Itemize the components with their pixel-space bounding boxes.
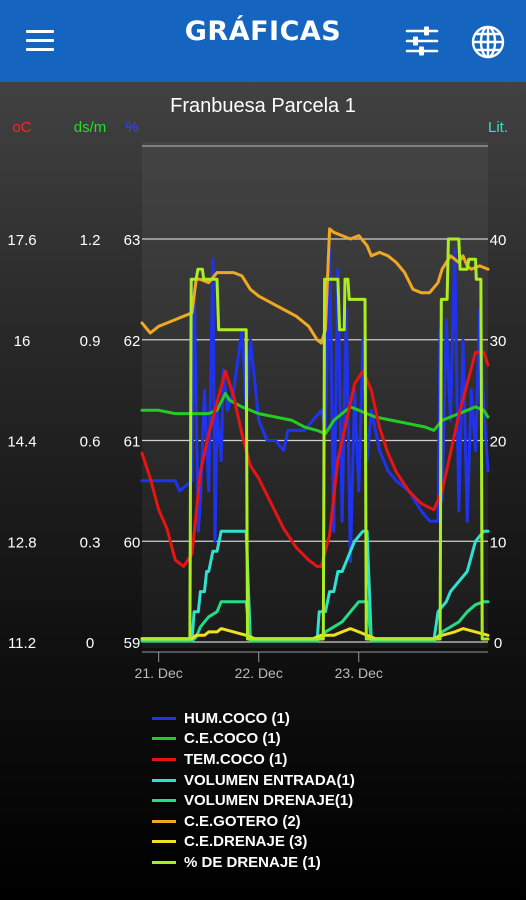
chart-title: Franbuesa Parcela 1 <box>170 95 356 117</box>
legend-swatch <box>152 778 176 782</box>
legend-item[interactable]: C.E.GOTERO (2) <box>152 811 355 832</box>
y-tick-label-ce: 0.6 <box>80 434 101 451</box>
y-tick-label-temp: 14.4 <box>7 434 36 451</box>
y-tick-label-hum: 59 <box>124 635 141 652</box>
series-line-3 <box>140 529 490 643</box>
series-line-2 <box>140 350 490 568</box>
legend-swatch <box>152 819 176 823</box>
legend-swatch <box>152 757 176 761</box>
legend-label: % DE DRENAJE (1) <box>184 853 321 871</box>
y-tick-label-hum: 60 <box>124 534 141 551</box>
legend-label: C.E.GOTERO (2) <box>184 812 301 830</box>
y-tick-label-temp: 17.6 <box>7 232 36 249</box>
legend-label: VOLUMEN DRENAJE(1) <box>184 792 354 810</box>
legend-label: HUM.COCO (1) <box>184 709 290 727</box>
legend-item[interactable]: VOLUMEN ENTRADA(1) <box>152 770 355 791</box>
legend-label: TEM.COCO (1) <box>184 750 288 768</box>
y-tick-label-vol: 30 <box>490 333 507 350</box>
legend-label: C.E.DRENAJE (3) <box>184 833 308 851</box>
y-tick-label-vol: 0 <box>494 635 502 652</box>
x-tick-label: 21. Dec <box>135 665 183 681</box>
series-line-0 <box>140 247 490 563</box>
y-tick-label-ce: 0.3 <box>80 534 101 551</box>
legend-item[interactable]: C.E.COCO (1) <box>152 729 355 750</box>
app-bar: GRÁFICAS <box>0 0 526 82</box>
legend-item[interactable]: VOLUMEN DRENAJE(1) <box>152 790 355 811</box>
line-chart: Franbuesa Parcela 1 oC 17.6 16 14.4 12.8 11.2… <box>7 95 508 681</box>
filter-sliders-icon[interactable] <box>404 24 440 58</box>
y-tick-label-ce: 1.2 <box>80 232 101 249</box>
y-tick-label-hum: 61 <box>124 434 141 451</box>
y-tick-label-vol: 40 <box>490 232 507 249</box>
axis-label-vol: Lit. <box>488 119 508 136</box>
legend-swatch <box>152 860 176 864</box>
chart-legend: HUM.COCO (1) C.E.COCO (1) TEM.COCO (1) VOLU… <box>152 708 355 873</box>
legend-swatch <box>152 716 176 720</box>
legend-swatch <box>152 737 176 741</box>
legend-item[interactable]: % DE DRENAJE (1) <box>152 852 355 873</box>
globe-icon[interactable] <box>470 24 506 60</box>
series-line-6 <box>140 627 490 641</box>
y-tick-label-temp: 12.8 <box>7 534 36 551</box>
y-tick-label-vol: 20 <box>490 434 507 451</box>
axis-label-hum: % <box>125 119 138 136</box>
y-tick-label-ce: 0 <box>86 635 94 652</box>
legend-item[interactable]: TEM.COCO (1) <box>152 749 355 770</box>
page-title: GRÁFICAS <box>184 16 342 47</box>
y-tick-label-temp: 16 <box>14 333 31 350</box>
y-tick-label-hum: 62 <box>124 333 141 350</box>
legend-item[interactable]: HUM.COCO (1) <box>152 708 355 729</box>
legend-label: VOLUMEN ENTRADA(1) <box>184 771 355 789</box>
y-tick-label-vol: 10 <box>490 534 507 551</box>
series-line-4 <box>140 600 490 643</box>
axis-label-temp: oC <box>12 119 31 136</box>
legend-label: C.E.COCO (1) <box>184 730 281 748</box>
legend-swatch <box>152 799 176 803</box>
y-tick-label-ce: 0.9 <box>80 333 101 350</box>
legend-swatch <box>152 840 176 844</box>
menu-icon[interactable] <box>26 30 56 54</box>
series-line-7 <box>140 237 490 641</box>
legend-item[interactable]: C.E.DRENAJE (3) <box>152 832 355 853</box>
y-tick-label-temp: 11.2 <box>8 635 36 652</box>
series-line-1 <box>140 392 490 436</box>
axis-label-ce: ds/m <box>74 119 107 136</box>
y-tick-label-hum: 63 <box>124 232 141 249</box>
x-tick-label: 23. Dec <box>335 665 383 681</box>
x-tick-label: 22. Dec <box>235 665 283 681</box>
series-line-5 <box>140 227 490 345</box>
